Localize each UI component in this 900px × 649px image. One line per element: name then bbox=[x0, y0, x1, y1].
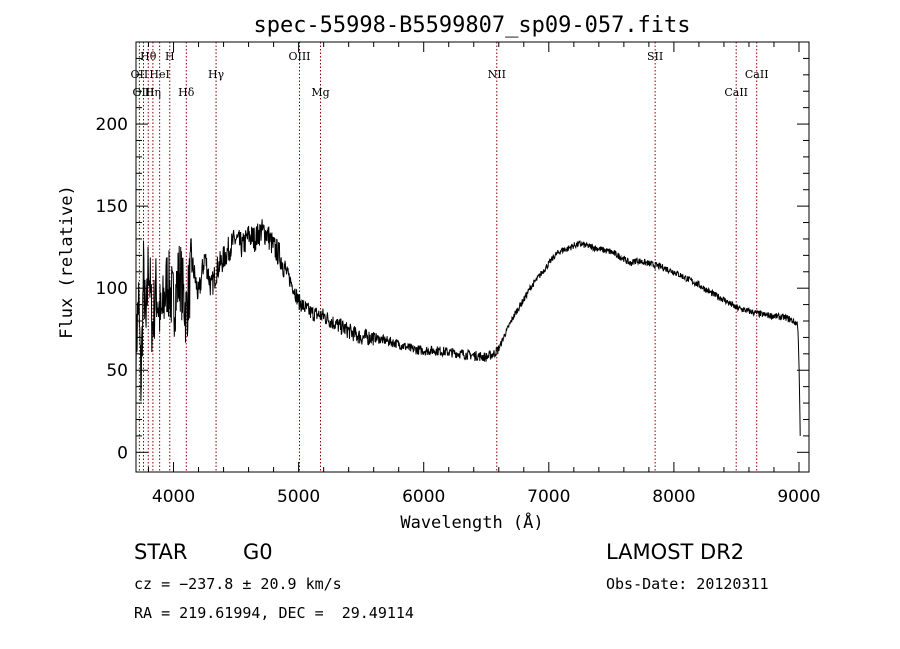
x-tick-label: 8000 bbox=[652, 487, 695, 507]
spectrum-series bbox=[135, 219, 801, 436]
spectral-line-label: CaII bbox=[724, 86, 748, 99]
survey-name: LAMOST DR2 bbox=[606, 540, 745, 564]
y-tick-label: 100 bbox=[96, 279, 128, 299]
y-axis-ticks: 0 50 100 150 200 bbox=[96, 57, 809, 463]
spectral-line-label: NII bbox=[488, 68, 506, 81]
spectral-line-label: Hη bbox=[145, 86, 161, 99]
plot-frame bbox=[135, 41, 810, 473]
spectral-line-label: CaII bbox=[745, 68, 769, 81]
x-tick-label: 7000 bbox=[527, 487, 570, 507]
y-tick-label: 50 bbox=[106, 361, 128, 381]
spectral-line-label: Hθ bbox=[140, 50, 157, 63]
observation-date: Obs-Date: 20120311 bbox=[606, 575, 769, 593]
redshift-velocity: cz = −237.8 ± 20.9 km/s bbox=[134, 575, 342, 593]
coordinates: RA = 219.61994, DEC = 29.49114 bbox=[134, 604, 414, 622]
x-axis-ticks: 4000 5000 6000 7000 8000 9000 bbox=[148, 42, 821, 507]
spectral-line-label: OIII bbox=[132, 86, 154, 99]
x-tick-label: 4000 bbox=[152, 487, 195, 507]
spectrum-line bbox=[135, 219, 801, 436]
spectral-line-label: Hδ bbox=[178, 86, 195, 99]
y-axis-label: Flux (relative) bbox=[57, 185, 77, 339]
y-tick-label: 0 bbox=[117, 443, 128, 463]
y-tick-label: 150 bbox=[96, 197, 128, 217]
x-tick-label: 9000 bbox=[777, 487, 820, 507]
spectral-line-label: Mg bbox=[311, 86, 329, 99]
object-subclass: G0 bbox=[243, 540, 273, 564]
x-tick-label: 6000 bbox=[402, 487, 445, 507]
spectral-line-label: OIII bbox=[288, 50, 310, 63]
y-tick-label: 200 bbox=[96, 115, 128, 135]
chart-title: spec-55998-B5599807_sp09-057.fits bbox=[253, 13, 690, 38]
spectral-line-label: HeI bbox=[149, 68, 169, 81]
object-class: STAR bbox=[134, 540, 188, 564]
x-axis-label: Wavelength (Å) bbox=[400, 511, 543, 533]
spectral-line-label: H bbox=[165, 50, 175, 63]
spectral-line-label: Hγ bbox=[208, 68, 225, 81]
x-tick-label: 5000 bbox=[277, 487, 320, 507]
spectral-line-label: SII bbox=[647, 50, 663, 63]
